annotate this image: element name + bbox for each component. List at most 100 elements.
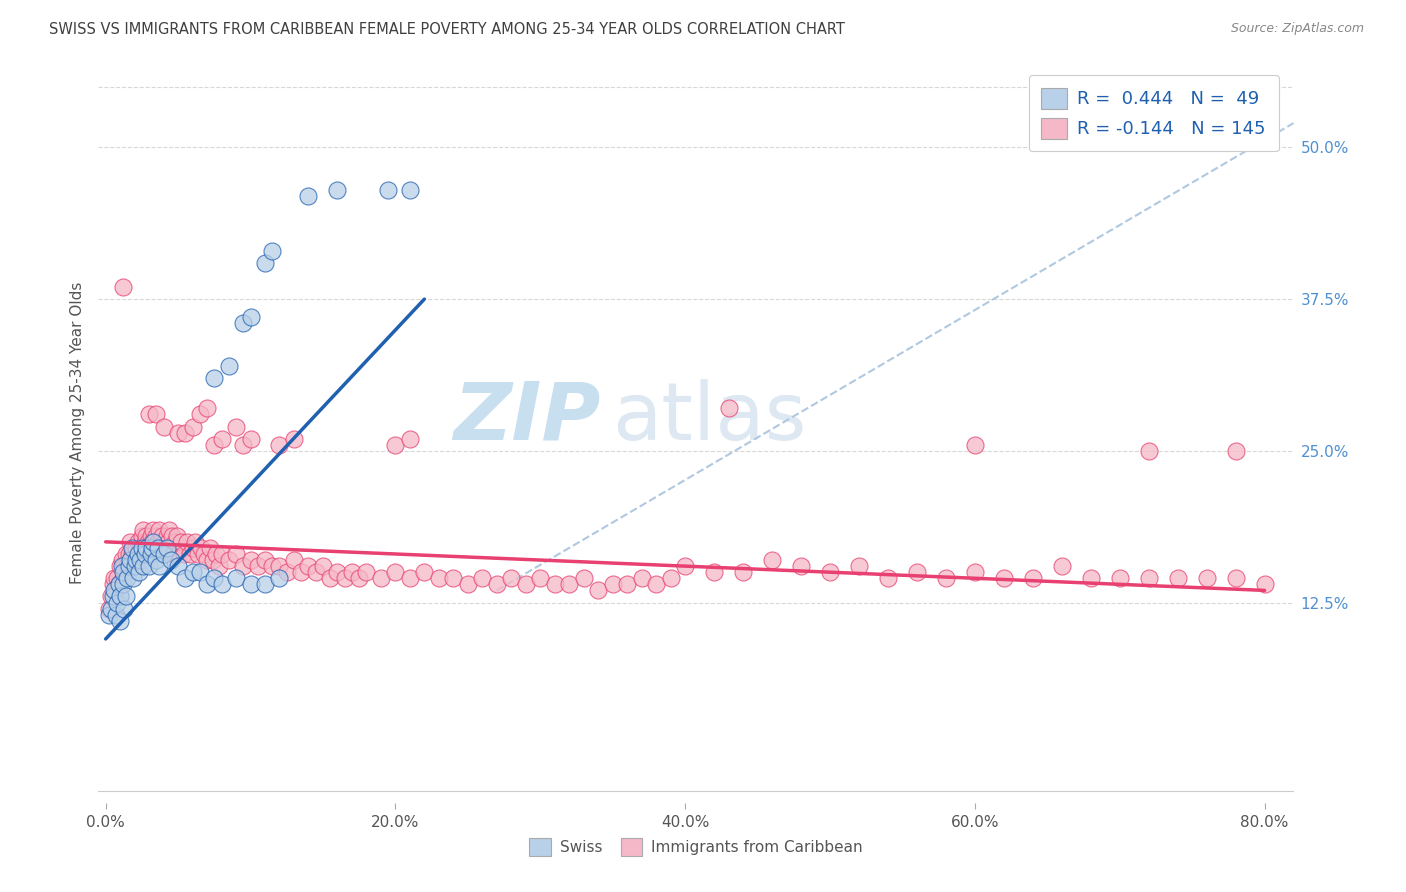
Point	[572, 571, 595, 585]
Point	[110, 559, 132, 574]
Point	[283, 553, 305, 567]
Point	[118, 547, 141, 561]
Point	[204, 547, 226, 561]
Point	[305, 565, 328, 579]
Point	[586, 583, 609, 598]
Point	[155, 529, 177, 543]
Point	[441, 571, 464, 585]
Point	[105, 595, 128, 609]
Point	[125, 541, 148, 555]
Point	[134, 534, 156, 549]
Point	[253, 577, 276, 591]
Point	[138, 559, 160, 574]
Point	[146, 541, 169, 555]
Point	[135, 529, 157, 543]
Point	[108, 559, 131, 574]
Point	[232, 559, 254, 574]
Point	[101, 577, 124, 591]
Point	[145, 553, 167, 567]
Point	[128, 565, 150, 579]
Point	[124, 553, 146, 567]
Point	[1137, 443, 1160, 458]
Point	[239, 310, 262, 325]
Point	[262, 244, 284, 258]
Point	[166, 529, 188, 543]
Point	[156, 534, 179, 549]
Point	[136, 534, 159, 549]
Point	[384, 438, 406, 452]
Point	[877, 571, 900, 585]
Point	[297, 559, 319, 574]
Point	[905, 565, 928, 579]
Point	[515, 577, 537, 591]
Point	[269, 559, 291, 574]
Point	[101, 590, 124, 604]
Point	[1253, 577, 1275, 591]
Legend: Swiss, Immigrants from Caribbean: Swiss, Immigrants from Caribbean	[523, 832, 869, 862]
Point	[148, 559, 170, 574]
Point	[673, 559, 696, 574]
Point	[107, 577, 129, 591]
Point	[935, 571, 957, 585]
Point	[173, 547, 195, 561]
Point	[347, 571, 370, 585]
Point	[384, 565, 406, 579]
Point	[122, 571, 145, 585]
Point	[193, 547, 215, 561]
Point	[184, 534, 207, 549]
Point	[529, 571, 551, 585]
Point	[124, 559, 146, 574]
Point	[1225, 443, 1247, 458]
Point	[232, 438, 254, 452]
Point	[202, 571, 225, 585]
Point	[115, 590, 138, 604]
Point	[107, 577, 129, 591]
Point	[225, 547, 247, 561]
Point	[134, 547, 156, 561]
Point	[160, 553, 183, 567]
Point	[208, 559, 231, 574]
Point	[165, 534, 187, 549]
Point	[1195, 571, 1218, 585]
Point	[187, 547, 209, 561]
Point	[427, 571, 450, 585]
Point	[1167, 571, 1189, 585]
Point	[104, 583, 127, 598]
Point	[326, 183, 349, 197]
Point	[218, 359, 240, 373]
Point	[125, 553, 148, 567]
Point	[131, 529, 153, 543]
Point	[602, 577, 624, 591]
Text: atlas: atlas	[613, 379, 807, 457]
Point	[181, 565, 204, 579]
Point	[413, 565, 436, 579]
Point	[105, 571, 128, 585]
Point	[141, 534, 163, 549]
Point	[112, 280, 135, 294]
Point	[195, 577, 218, 591]
Text: Source: ZipAtlas.com: Source: ZipAtlas.com	[1230, 22, 1364, 36]
Point	[138, 408, 160, 422]
Point	[616, 577, 638, 591]
Point	[127, 534, 149, 549]
Point	[139, 547, 162, 561]
Point	[179, 547, 201, 561]
Point	[188, 565, 211, 579]
Point	[152, 547, 174, 561]
Point	[218, 553, 240, 567]
Point	[120, 553, 142, 567]
Point	[142, 523, 165, 537]
Point	[131, 541, 153, 555]
Point	[145, 529, 167, 543]
Point	[645, 577, 668, 591]
Point	[108, 614, 131, 628]
Text: SWISS VS IMMIGRANTS FROM CARIBBEAN FEMALE POVERTY AMONG 25-34 YEAR OLDS CORRELAT: SWISS VS IMMIGRANTS FROM CARIBBEAN FEMAL…	[49, 22, 845, 37]
Point	[163, 547, 186, 561]
Point	[963, 438, 986, 452]
Point	[340, 565, 363, 579]
Point	[211, 432, 233, 446]
Point	[269, 571, 291, 585]
Point	[142, 534, 165, 549]
Point	[112, 571, 135, 585]
Point	[717, 401, 740, 416]
